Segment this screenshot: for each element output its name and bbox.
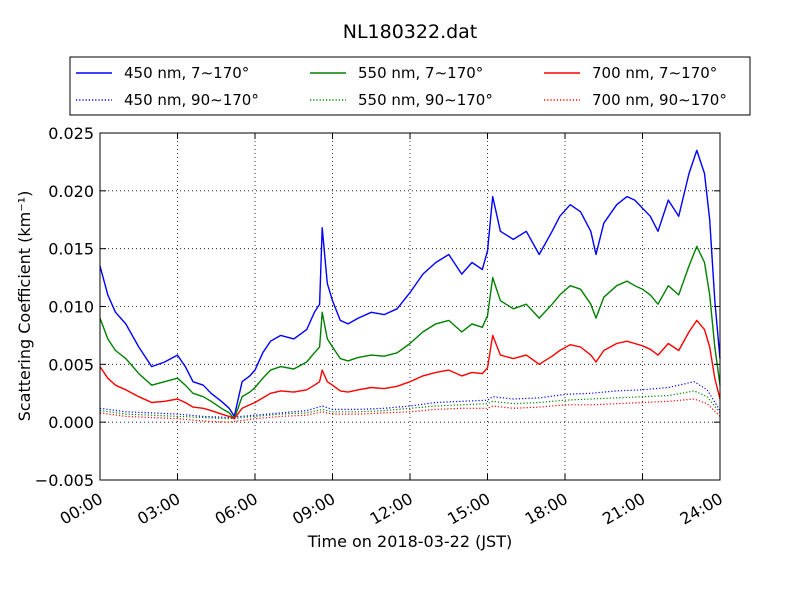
legend-label: 700 nm, 7∼170° — [592, 64, 717, 82]
series-layer — [99, 149, 721, 423]
legend-label: 550 nm, 7∼170° — [358, 64, 483, 82]
series-line — [99, 390, 721, 420]
y-axis-label: Scattering Coefficient (km⁻¹) — [15, 191, 34, 422]
y-tick-label: 0.015 — [48, 240, 94, 259]
legend-box — [69, 56, 751, 116]
legend-label: 550 nm, 90∼170° — [358, 91, 493, 109]
grid-lines — [100, 133, 720, 480]
series-line — [99, 319, 721, 420]
chart-title: NL180322.dat — [343, 21, 478, 43]
y-tick-label: 0.000 — [48, 413, 94, 432]
legend-label: 450 nm, 90∼170° — [124, 91, 259, 109]
y-tick-label: −0.005 — [35, 471, 94, 490]
y-tick-label: 0.025 — [48, 124, 94, 143]
y-tick-label: 0.005 — [48, 355, 94, 374]
legend: 450 nm, 7∼170° 550 nm, 7∼170° 700 nm, 7∼17… — [69, 56, 751, 116]
y-tick-label: 0.020 — [48, 182, 94, 201]
x-axis-label: Time on 2018-03-22 (JST) — [307, 532, 512, 551]
y-tick-label: 0.010 — [48, 298, 94, 317]
series-line — [99, 245, 721, 420]
legend-label: 450 nm, 7∼170° — [124, 64, 249, 82]
legend-label: 700 nm, 90∼170° — [592, 91, 727, 109]
series-line — [99, 398, 721, 423]
series-line — [99, 149, 721, 418]
